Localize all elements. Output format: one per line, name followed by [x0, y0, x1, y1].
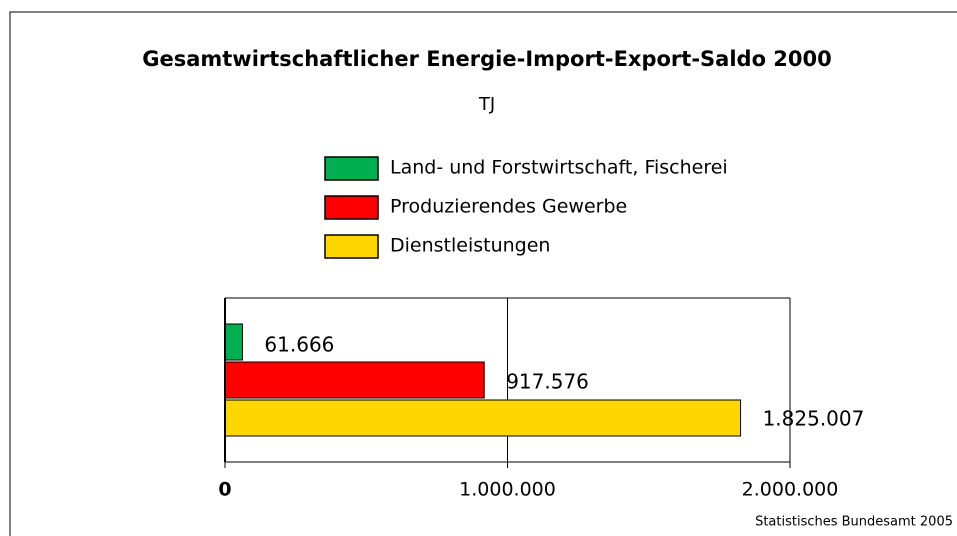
legend-swatch [324, 195, 379, 220]
x-tick-label: 2.000.000 [742, 479, 839, 501]
x-tick-label: 0 [218, 479, 231, 501]
data-label: 1.825.007 [763, 407, 865, 431]
source-note: Statistisches Bundesamt 2005 [755, 515, 953, 530]
chart-subtitle: TJ [478, 94, 495, 115]
bar [224, 323, 243, 361]
legend-label: Produzierendes Gewerbe [390, 196, 627, 218]
bar [224, 361, 485, 399]
legend-swatch [324, 234, 379, 259]
legend-swatch [324, 156, 379, 181]
legend-label: Dienstleistungen [390, 235, 550, 257]
bar [224, 399, 742, 437]
x-tick-label: 1.000.000 [459, 479, 556, 501]
data-label: 61.666 [264, 333, 334, 357]
chart-title: Gesamtwirtschaftlicher Energie-Import-Ex… [142, 47, 832, 71]
data-label: 917.576 [506, 370, 589, 394]
chart-frame [9, 11, 957, 536]
legend-label: Land- und Forstwirtschaft, Fischerei [390, 157, 728, 179]
